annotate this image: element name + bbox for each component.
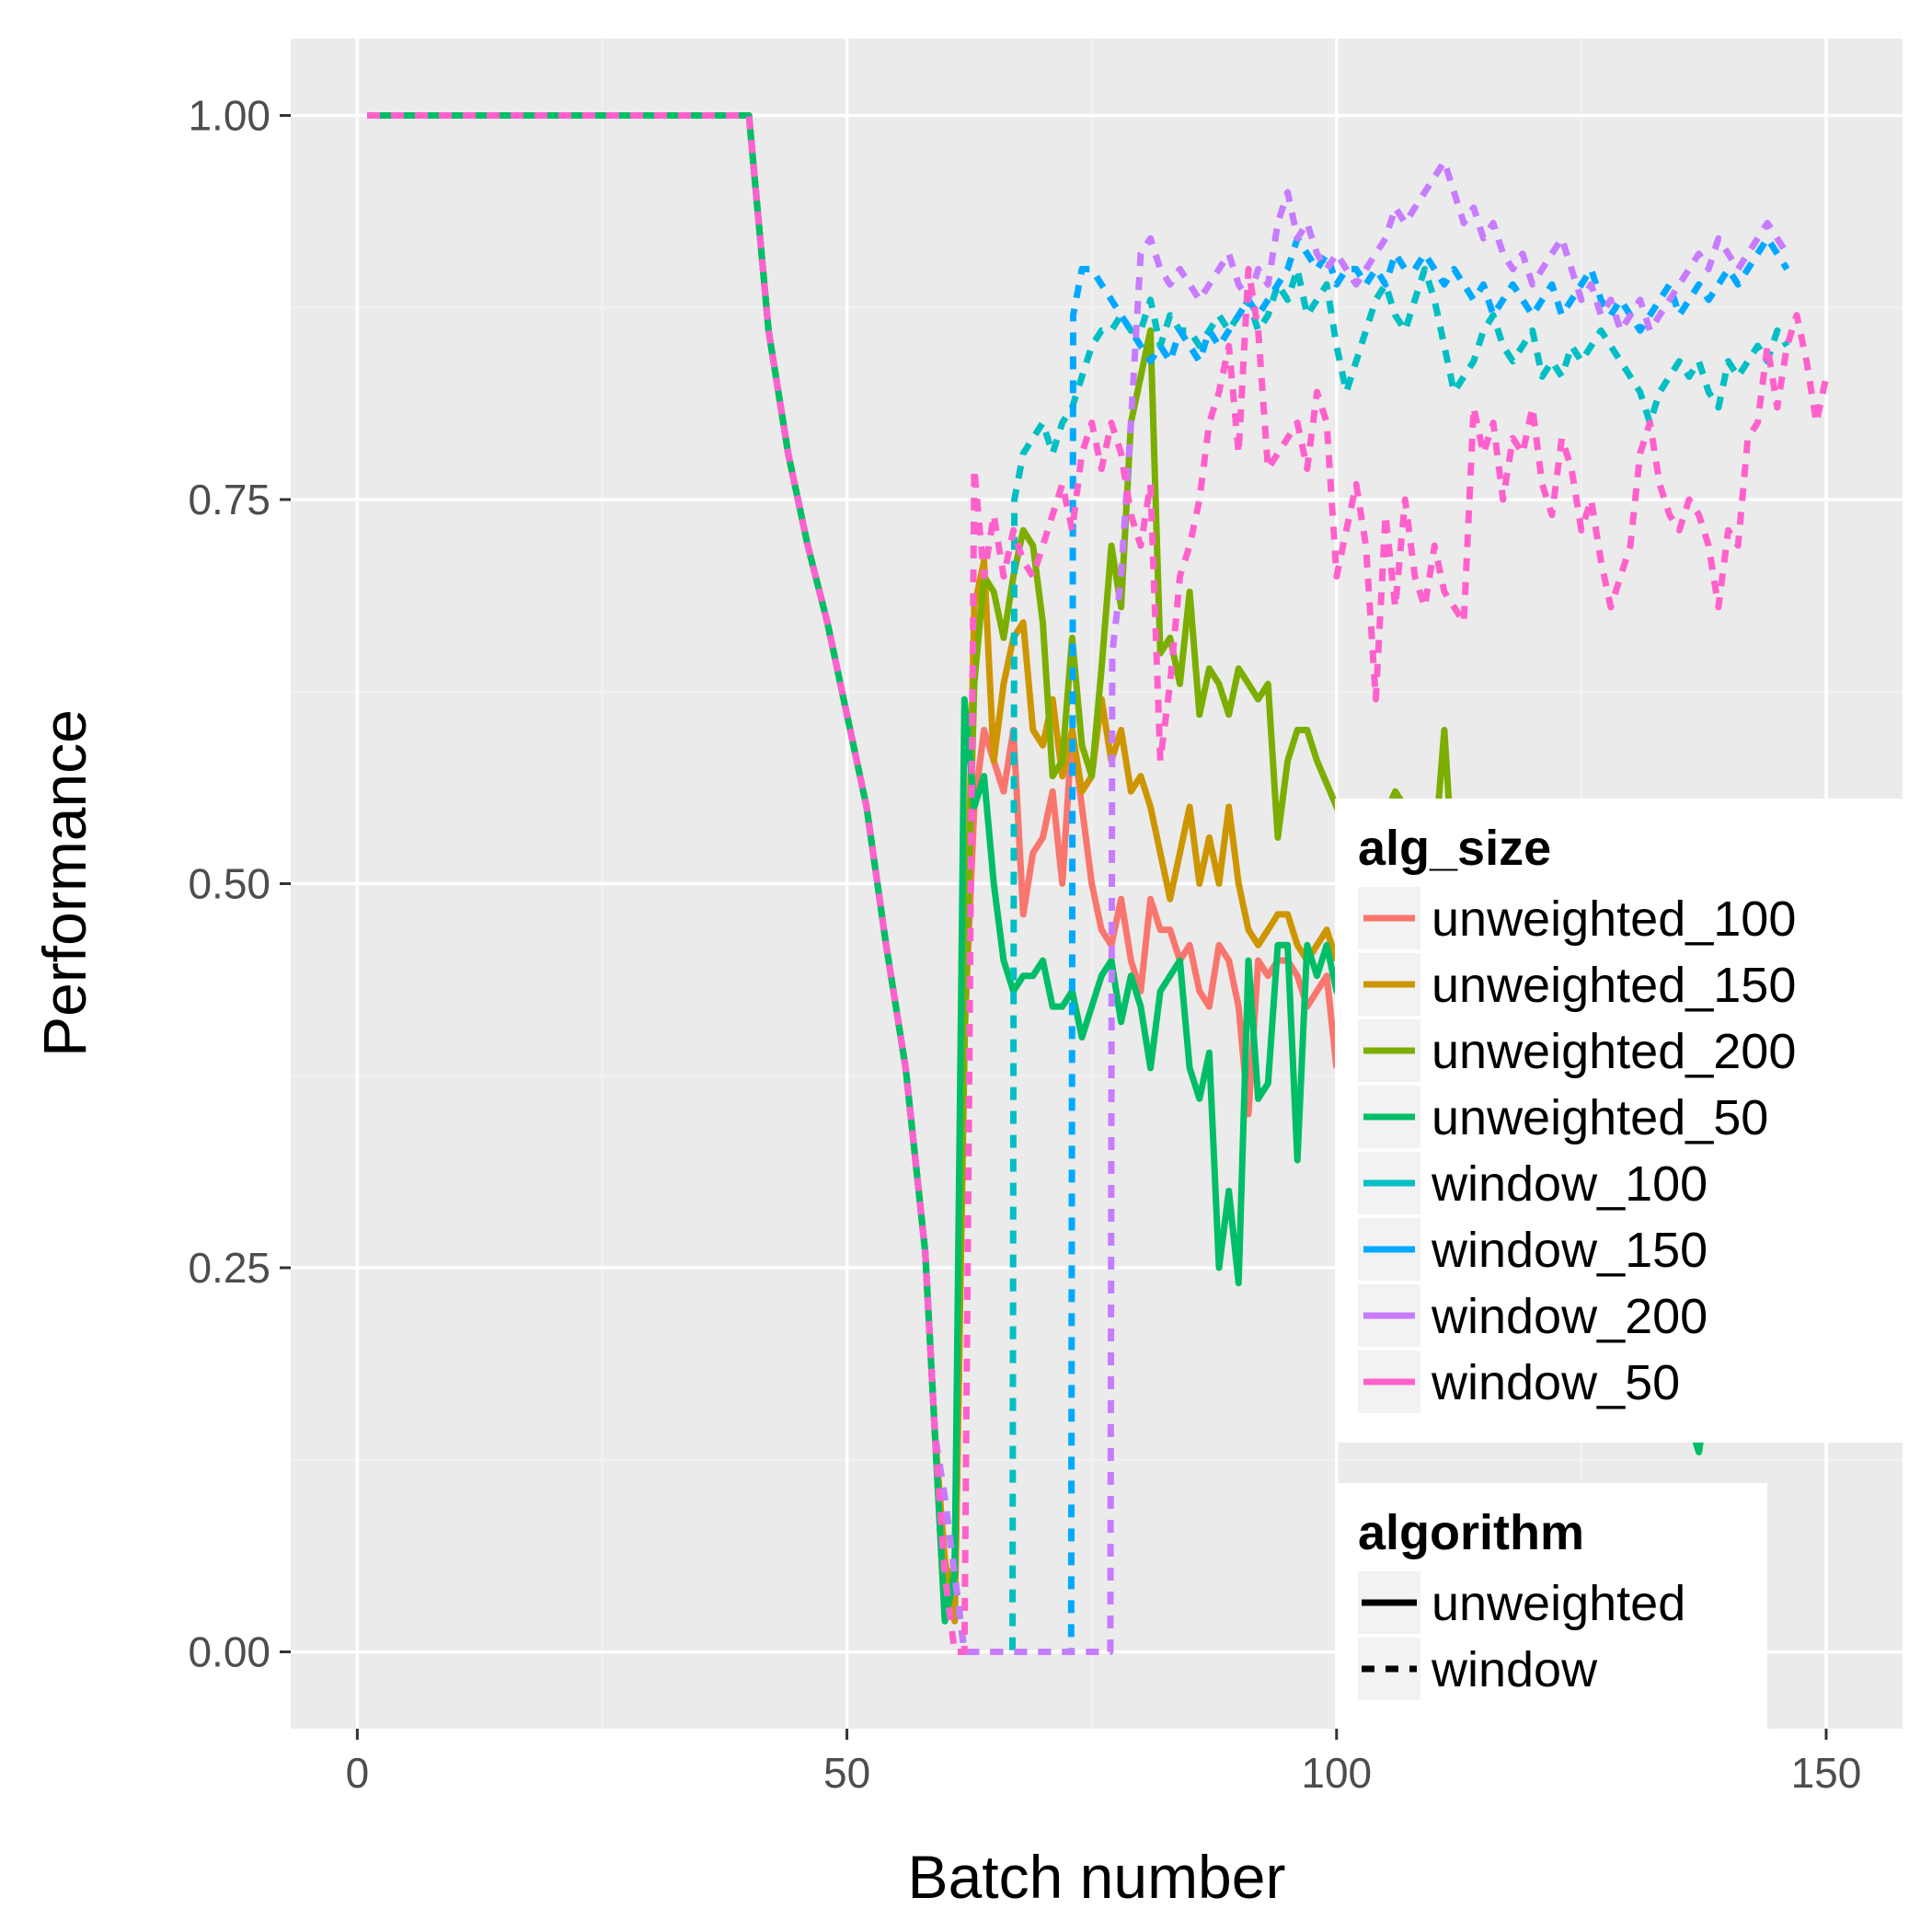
legend-title-alg-size: alg_size <box>1358 821 1551 876</box>
y-tick-label: 0.00 <box>188 1628 270 1676</box>
legend-label-unweighted-50: unweighted_50 <box>1432 1090 1768 1145</box>
legends: alg_size unweighted_100 unweighted_150unwe… <box>1335 799 1905 1729</box>
legend-box-alg-size <box>1335 799 1905 1443</box>
legend-label-unweighted-200: unweighted_200 <box>1432 1024 1796 1079</box>
legend-title-algorithm: algorithm <box>1358 1505 1584 1560</box>
legend-label-unweighted-150: unweighted_150 <box>1432 958 1796 1013</box>
x-tick-label: 100 <box>1301 1749 1372 1797</box>
y-tick-label: 0.50 <box>188 860 270 908</box>
series-line-window-100 <box>367 112 1790 1655</box>
x-axis-title: Batch number <box>908 1843 1286 1911</box>
y-axis-title: Performance <box>30 709 98 1057</box>
x-tick-label: 150 <box>1791 1749 1862 1797</box>
legend-label-window-200: window_200 <box>1431 1289 1708 1344</box>
y-tick-label: 1.00 <box>188 92 270 140</box>
legend-label-unweighted: unweighted <box>1432 1576 1685 1631</box>
y-tick-label: 0.75 <box>188 476 270 523</box>
legend-label-window-100: window_100 <box>1431 1156 1708 1212</box>
legend-label-window-50: window_50 <box>1431 1355 1680 1410</box>
series-line-window-150 <box>367 112 1790 1655</box>
legend-label-unweighted-100: unweighted_100 <box>1432 891 1796 947</box>
x-tick-label: 50 <box>823 1749 870 1797</box>
legend-label-window: window <box>1431 1642 1598 1697</box>
x-tick-label: 0 <box>346 1749 370 1797</box>
axes: 0.00 0.25 0.50 0.75 1.00 0 50 100 150 <box>188 92 1861 1798</box>
series-line-window-200 <box>367 112 1790 1655</box>
y-tick-label: 0.25 <box>188 1244 270 1292</box>
legend-label-window-150: window_150 <box>1431 1223 1708 1278</box>
